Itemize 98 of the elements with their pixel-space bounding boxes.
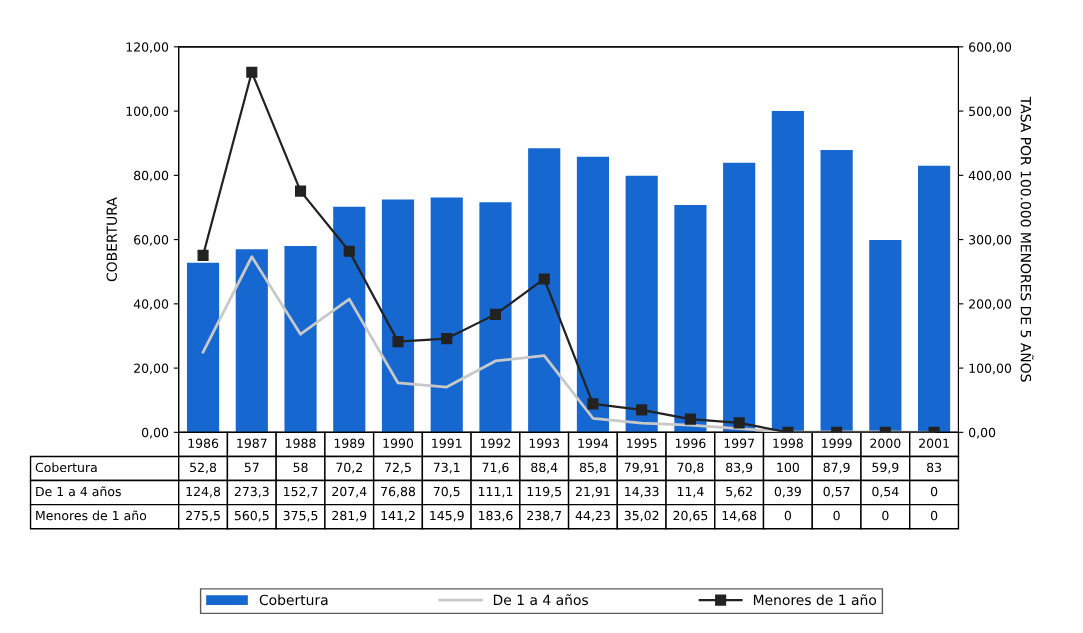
data-label: 375,5 — [283, 510, 318, 522]
data-label: 275,5 — [186, 510, 220, 522]
data-label: 0 — [882, 510, 889, 521]
x-tick-label: 1998 — [773, 438, 803, 449]
data-label: 152,7 — [284, 486, 318, 498]
data-label: 0 — [833, 510, 840, 521]
x-tick-label: 1991 — [432, 438, 462, 449]
data-label: 83 — [926, 462, 942, 473]
data-label: 100 — [777, 462, 799, 473]
data-label: 0,39 — [774, 486, 801, 498]
data-label: 79,91 — [624, 462, 659, 474]
data-label: 21,91 — [575, 486, 610, 498]
x-tick-label: 1996 — [675, 438, 706, 449]
data-label: 70,8 — [677, 462, 704, 474]
data-label: 273,3 — [234, 486, 269, 498]
data-label: 14,68 — [722, 510, 757, 522]
y-tick-label: 20,00 — [134, 363, 169, 375]
point — [197, 249, 209, 261]
y2-tick-label: 200,00 — [969, 299, 1012, 311]
x-tick-label: 1990 — [383, 438, 414, 449]
data-label: 59,9 — [872, 462, 899, 474]
x-tick-label: 1993 — [529, 438, 560, 449]
data-label: 20,65 — [673, 510, 708, 522]
point — [392, 336, 404, 348]
data-label: 73,1 — [433, 462, 460, 474]
x-tick-label: 1986 — [188, 438, 219, 449]
x-tick-label: 1988 — [286, 438, 316, 449]
x-tick-label: 1989 — [334, 438, 365, 449]
point — [294, 185, 307, 197]
data-label: 35,02 — [624, 510, 659, 522]
x-tick-label: 1997 — [724, 438, 754, 449]
y2-tick-label: 300,00 — [969, 235, 1012, 246]
data-label: 87,9 — [823, 462, 850, 474]
data-label: 207,4 — [332, 486, 367, 498]
data-label: 183,6 — [478, 510, 513, 522]
data-label: 83,9 — [726, 462, 753, 474]
data-label: 145,9 — [430, 510, 464, 522]
data-label: 44,23 — [575, 510, 610, 522]
data-label: 70,5 — [433, 486, 460, 498]
point — [343, 245, 355, 257]
y2-tick-label: 500,00 — [969, 106, 1012, 118]
legend-label: De 1 a 4 años — [493, 594, 589, 606]
y-tick-label: 80,00 — [134, 170, 169, 182]
data-label: 124,8 — [186, 486, 221, 498]
point — [441, 333, 453, 345]
data-label: 71,6 — [482, 462, 509, 474]
point — [538, 273, 550, 285]
legend-label: Cobertura — [259, 594, 328, 606]
point — [733, 417, 745, 429]
y-tick-label: 0,00 — [141, 427, 169, 439]
data-label: 560,5 — [234, 510, 269, 522]
data-label: 11,4 — [677, 486, 704, 498]
point — [587, 398, 599, 410]
y-tick-label: 120,00 — [126, 42, 169, 54]
data-label: 88,4 — [531, 462, 558, 474]
y-tick-label: 100,00 — [126, 106, 169, 118]
data-label: 52,8 — [190, 462, 217, 474]
data-label: 0 — [930, 486, 938, 497]
data-label: 58 — [293, 462, 308, 473]
data-label: 5,62 — [726, 486, 752, 498]
text: Menores de 1 año — [36, 510, 147, 521]
legend-label: Menores de 1 año — [753, 594, 877, 606]
data-label: 85,8 — [579, 462, 606, 474]
x-tick-label: 1994 — [578, 438, 609, 449]
data-label: 281,9 — [332, 510, 367, 522]
point — [246, 66, 258, 78]
x-tick-label: 1999 — [822, 438, 852, 449]
point — [636, 404, 648, 416]
data-label: 14,33 — [625, 486, 659, 498]
data-label: 119,5 — [527, 486, 562, 498]
text: Cobertura — [35, 462, 97, 473]
x-tick-label: 1992 — [480, 438, 511, 449]
y2-tick-label: 400,00 — [968, 170, 1012, 182]
data-label: 238,7 — [527, 510, 562, 522]
x-tick-label: 1987 — [237, 438, 267, 449]
y2-tick-label: 600,00 — [969, 42, 1012, 54]
y-axis-title: COBERTURA — [106, 197, 117, 282]
data-label: 141,2 — [381, 510, 415, 522]
y2-tick-label: 0,00 — [969, 427, 996, 439]
x-tick-label: 2000 — [870, 438, 901, 449]
text: De 1 a 4 años — [36, 486, 121, 497]
x-tick-label: 2001 — [919, 438, 949, 449]
point — [489, 308, 502, 320]
data-label: 0,54 — [872, 486, 899, 498]
point — [684, 413, 696, 425]
data-label: 57 — [244, 462, 259, 473]
data-label: 0,57 — [823, 486, 850, 498]
data-label: 76,88 — [381, 486, 416, 498]
y-tick-label: 60,00 — [134, 235, 169, 246]
data-label: 111,1 — [478, 486, 513, 498]
data-label: 0 — [784, 510, 792, 521]
data-label: 70,2 — [336, 462, 362, 474]
data-label: 0 — [930, 510, 938, 521]
y-tick-label: 40,00 — [133, 299, 169, 311]
x-tick-label: 1995 — [627, 438, 657, 449]
y2-tick-label: 100,00 — [969, 363, 1012, 375]
y2-axis-title: TASA POR 100.000 MENORES DE 5 AÑOS — [1020, 96, 1034, 382]
data-label: 72,5 — [385, 462, 411, 474]
